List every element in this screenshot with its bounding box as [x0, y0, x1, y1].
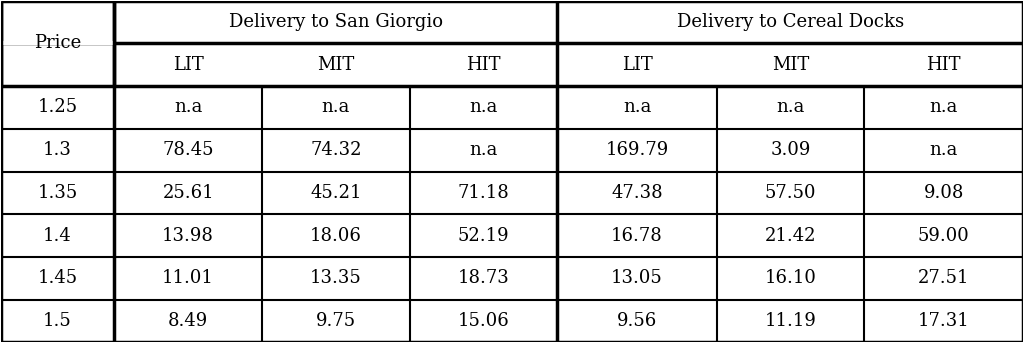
Text: n.a: n.a	[469, 141, 498, 159]
Text: MIT: MIT	[317, 56, 354, 74]
Text: 9.08: 9.08	[924, 184, 964, 202]
Text: Delivery to Cereal Docks: Delivery to Cereal Docks	[677, 13, 904, 31]
Text: 3.09: 3.09	[770, 141, 811, 159]
Text: n.a: n.a	[623, 98, 651, 116]
Text: 13.35: 13.35	[310, 269, 361, 287]
Text: HIT: HIT	[466, 56, 501, 74]
Text: 59.00: 59.00	[918, 227, 970, 245]
Text: 1.3: 1.3	[43, 141, 72, 159]
Text: 13.05: 13.05	[611, 269, 663, 287]
Text: 74.32: 74.32	[310, 141, 361, 159]
Text: 78.45: 78.45	[163, 141, 214, 159]
Text: 11.19: 11.19	[765, 312, 816, 330]
Text: 11.01: 11.01	[162, 269, 214, 287]
Text: 16.78: 16.78	[611, 227, 663, 245]
Text: LIT: LIT	[173, 56, 204, 74]
Text: n.a: n.a	[174, 98, 203, 116]
Text: 52.19: 52.19	[458, 227, 509, 245]
Text: 1.25: 1.25	[38, 98, 78, 116]
Text: n.a: n.a	[469, 98, 498, 116]
Text: 57.50: 57.50	[765, 184, 816, 202]
Text: 13.98: 13.98	[162, 227, 214, 245]
Text: 1.45: 1.45	[38, 269, 78, 287]
Text: 1.5: 1.5	[43, 312, 72, 330]
Text: 9.75: 9.75	[315, 312, 356, 330]
Text: 8.49: 8.49	[168, 312, 208, 330]
Text: HIT: HIT	[927, 56, 961, 74]
Text: 1.35: 1.35	[38, 184, 78, 202]
Text: 169.79: 169.79	[605, 141, 669, 159]
Text: 27.51: 27.51	[919, 269, 970, 287]
Text: 21.42: 21.42	[765, 227, 816, 245]
Text: n.a: n.a	[776, 98, 805, 116]
Text: 71.18: 71.18	[458, 184, 510, 202]
Text: 18.06: 18.06	[310, 227, 361, 245]
Text: 16.10: 16.10	[765, 269, 816, 287]
Text: 25.61: 25.61	[163, 184, 214, 202]
Text: LIT: LIT	[622, 56, 652, 74]
Text: n.a: n.a	[322, 98, 350, 116]
Text: 47.38: 47.38	[611, 184, 663, 202]
Text: 18.73: 18.73	[458, 269, 510, 287]
Text: Price: Price	[34, 34, 81, 52]
Text: 1.4: 1.4	[43, 227, 72, 245]
Text: 45.21: 45.21	[310, 184, 361, 202]
Text: 15.06: 15.06	[458, 312, 510, 330]
Text: n.a: n.a	[930, 141, 958, 159]
Text: 17.31: 17.31	[918, 312, 970, 330]
Text: n.a: n.a	[930, 98, 958, 116]
Text: 9.56: 9.56	[616, 312, 657, 330]
Text: Delivery to San Giorgio: Delivery to San Giorgio	[229, 13, 443, 31]
Text: MIT: MIT	[772, 56, 809, 74]
